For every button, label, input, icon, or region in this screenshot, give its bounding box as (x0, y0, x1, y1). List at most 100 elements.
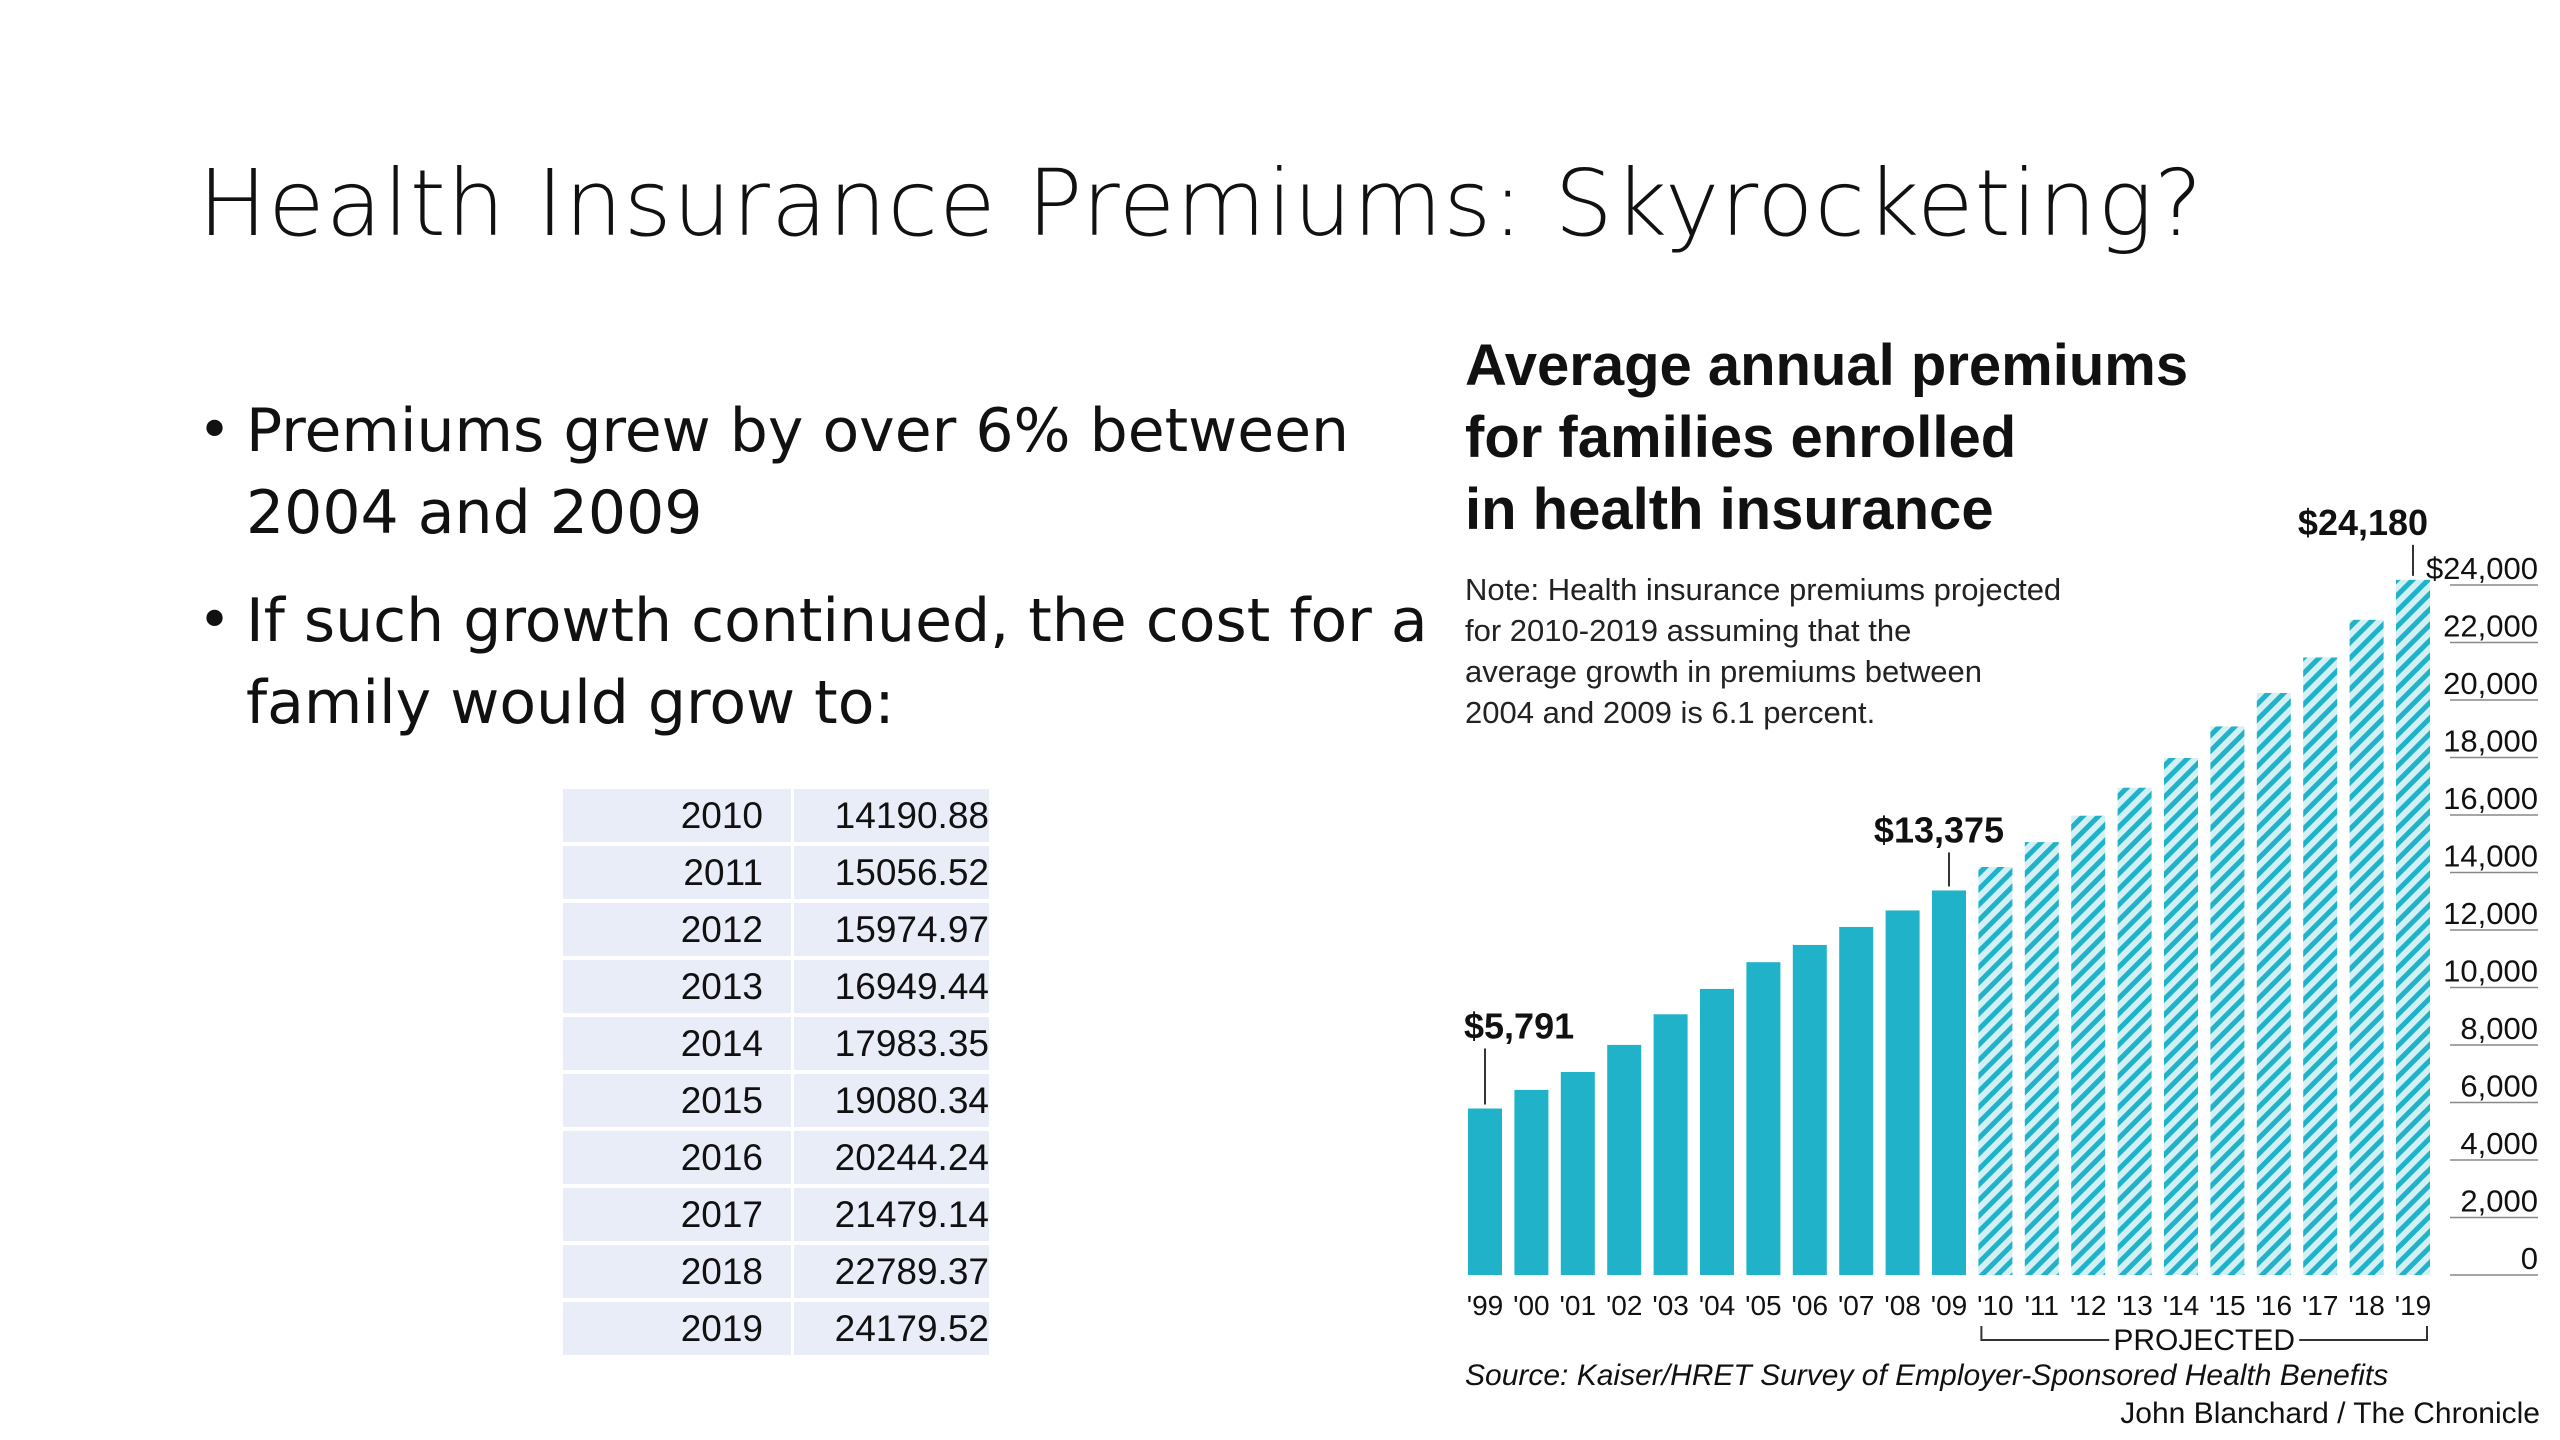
table-year-cell: 2013 (563, 960, 794, 1013)
x-tick-labels: '99 '00 '01 '02 '03 '04 '05 '06 '07 '08 '09 '10 '11 '… (1467, 1290, 2432, 1321)
chart-note-line: Note: Health insurance premiums projecte… (1465, 572, 2061, 607)
x-tick-label: '16 (2256, 1290, 2293, 1321)
table-value-cell: 19080.34 (794, 1074, 989, 1127)
y-tick-label: 6,000 (2460, 1069, 2538, 1104)
x-tick-label: '13 (2116, 1290, 2153, 1321)
projected-bar (2117, 787, 2152, 1275)
x-tick-label: '09 (1931, 1290, 1968, 1321)
table-row: 2012 15974.97 (563, 903, 989, 956)
x-tick-label: '04 (1699, 1290, 1736, 1321)
bar (1746, 962, 1781, 1275)
projected-label-bg (2109, 1320, 2300, 1354)
table-row: 2010 14190.88 (563, 789, 989, 842)
x-tick-label: '07 (1838, 1290, 1875, 1321)
table-row: 2011 15056.52 (563, 846, 989, 899)
table-year-cell: 2010 (563, 789, 794, 842)
bar (1932, 890, 1966, 1275)
bar (1885, 910, 1920, 1275)
projected-bar (2024, 842, 2059, 1275)
annotation-label: $5,791 (1464, 1006, 1574, 1047)
chart-note: Note: Health insurance premiums projecte… (1465, 572, 2061, 730)
projected-bar (2164, 757, 2198, 1275)
projected-bar (2256, 692, 2291, 1275)
annotation-label: $24,180 (2298, 502, 2428, 543)
chart-note-line: for 2010-2019 assuming that the (1465, 613, 1911, 648)
x-tick-label: '10 (1977, 1290, 2014, 1321)
bullet-list: Premiums grew by over 6% between 2004 an… (198, 390, 1438, 770)
x-tick-label: '11 (2025, 1290, 2059, 1321)
x-tick-label: '02 (1606, 1290, 1643, 1321)
table-value-cell: 20244.24 (794, 1131, 989, 1184)
x-tick-label: '19 (2395, 1290, 2432, 1321)
y-tick-label: $24,000 (2426, 551, 2538, 586)
table-year-cell: 2011 (563, 846, 794, 899)
x-tick-label: '01 (1560, 1290, 1597, 1321)
table-year-cell: 2018 (563, 1245, 794, 1298)
projected-bar (2303, 657, 2338, 1275)
table-value-cell: 16949.44 (794, 960, 989, 1013)
chart-credit: John Blanchard / The Chronicle (2120, 1397, 2540, 1430)
table-row: 2017 21479.14 (563, 1188, 989, 1241)
y-tick-label: 4,000 (2460, 1126, 2538, 1161)
y-tick-label: 14,000 (2443, 839, 2538, 874)
chart-note-line: average growth in premiums between (1465, 654, 1982, 689)
annotation-label: $13,375 (1874, 809, 2004, 850)
table-value-cell: 15974.97 (794, 903, 989, 956)
y-tick-label: 2,000 (2460, 1184, 2538, 1219)
table-value-cell: 24179.52 (794, 1302, 989, 1355)
x-tick-label: '06 (1792, 1290, 1829, 1321)
chart-source: Source: Kaiser/HRET Survey of Employer-S… (1465, 1359, 2388, 1392)
projection-table: 2010 14190.88 2011 15056.52 2012 15974.97 2013… (563, 785, 989, 1359)
chart-note-line: 2004 and 2009 is 6.1 percent. (1465, 695, 1875, 730)
bar (1514, 1089, 1549, 1275)
y-tick-label: 8,000 (2460, 1011, 2538, 1046)
bar (1839, 926, 1874, 1275)
x-tick-label: '03 (1652, 1290, 1689, 1321)
projected-bar (2071, 815, 2106, 1275)
y-tick-label: 20,000 (2443, 666, 2538, 701)
y-tick-label: 12,000 (2443, 896, 2538, 931)
bar (1560, 1071, 1595, 1275)
projected-bar (2210, 726, 2245, 1275)
projected-bar (2349, 619, 2384, 1275)
table-value-cell: 17983.35 (794, 1017, 989, 1070)
x-tick-label: '00 (1513, 1290, 1550, 1321)
x-tick-label: '08 (1884, 1290, 1921, 1321)
table-row: 2015 19080.34 (563, 1074, 989, 1127)
bar (1653, 1014, 1688, 1275)
bar (1792, 944, 1827, 1275)
y-grid: $24,000 22,000 20,000 18,000 16,000 14,000 12,… (2426, 551, 2538, 1276)
table-year-cell: 2014 (563, 1017, 794, 1070)
annotations: $5,791 $13,375 $24,180 (1464, 502, 2428, 1105)
table-year-cell: 2015 (563, 1074, 794, 1127)
table-year-cell: 2017 (563, 1188, 794, 1241)
table-row: 2014 17983.35 (563, 1017, 989, 1070)
bars (1468, 579, 2430, 1275)
table-value-cell: 14190.88 (794, 789, 989, 842)
table-year-cell: 2012 (563, 903, 794, 956)
chart-title-line: in health insurance (1465, 477, 1994, 542)
y-tick-label: 18,000 (2443, 724, 2538, 759)
projected-bar (2396, 579, 2430, 1275)
table-value-cell: 22789.37 (794, 1245, 989, 1298)
x-tick-label: '18 (2348, 1290, 2385, 1321)
bullet-projection: If such growth continued, the cost for a… (198, 580, 1438, 744)
table-value-cell: 21479.14 (794, 1188, 989, 1241)
y-tick-label: 16,000 (2443, 781, 2538, 816)
chart-title-line: Average annual premiums (1465, 333, 2188, 398)
table-year-cell: 2016 (563, 1131, 794, 1184)
bar (1700, 988, 1734, 1275)
x-tick-label: '05 (1745, 1290, 1782, 1321)
x-tick-label: '14 (2163, 1290, 2200, 1321)
table-row: 2016 20244.24 (563, 1131, 989, 1184)
chart-title: Average annual premiums for families enro… (1465, 333, 2188, 542)
table-row: 2013 16949.44 (563, 960, 989, 1013)
y-tick-label: 22,000 (2443, 609, 2538, 644)
x-tick-label: '17 (2302, 1290, 2339, 1321)
x-tick-label: '99 (1467, 1290, 1504, 1321)
projected-bar (1978, 867, 2013, 1275)
x-tick-label: '15 (2209, 1290, 2246, 1321)
projected-label: PROJECTED (2113, 1324, 2295, 1357)
y-tick-label: 0 (2521, 1241, 2538, 1276)
bar (1607, 1044, 1642, 1275)
